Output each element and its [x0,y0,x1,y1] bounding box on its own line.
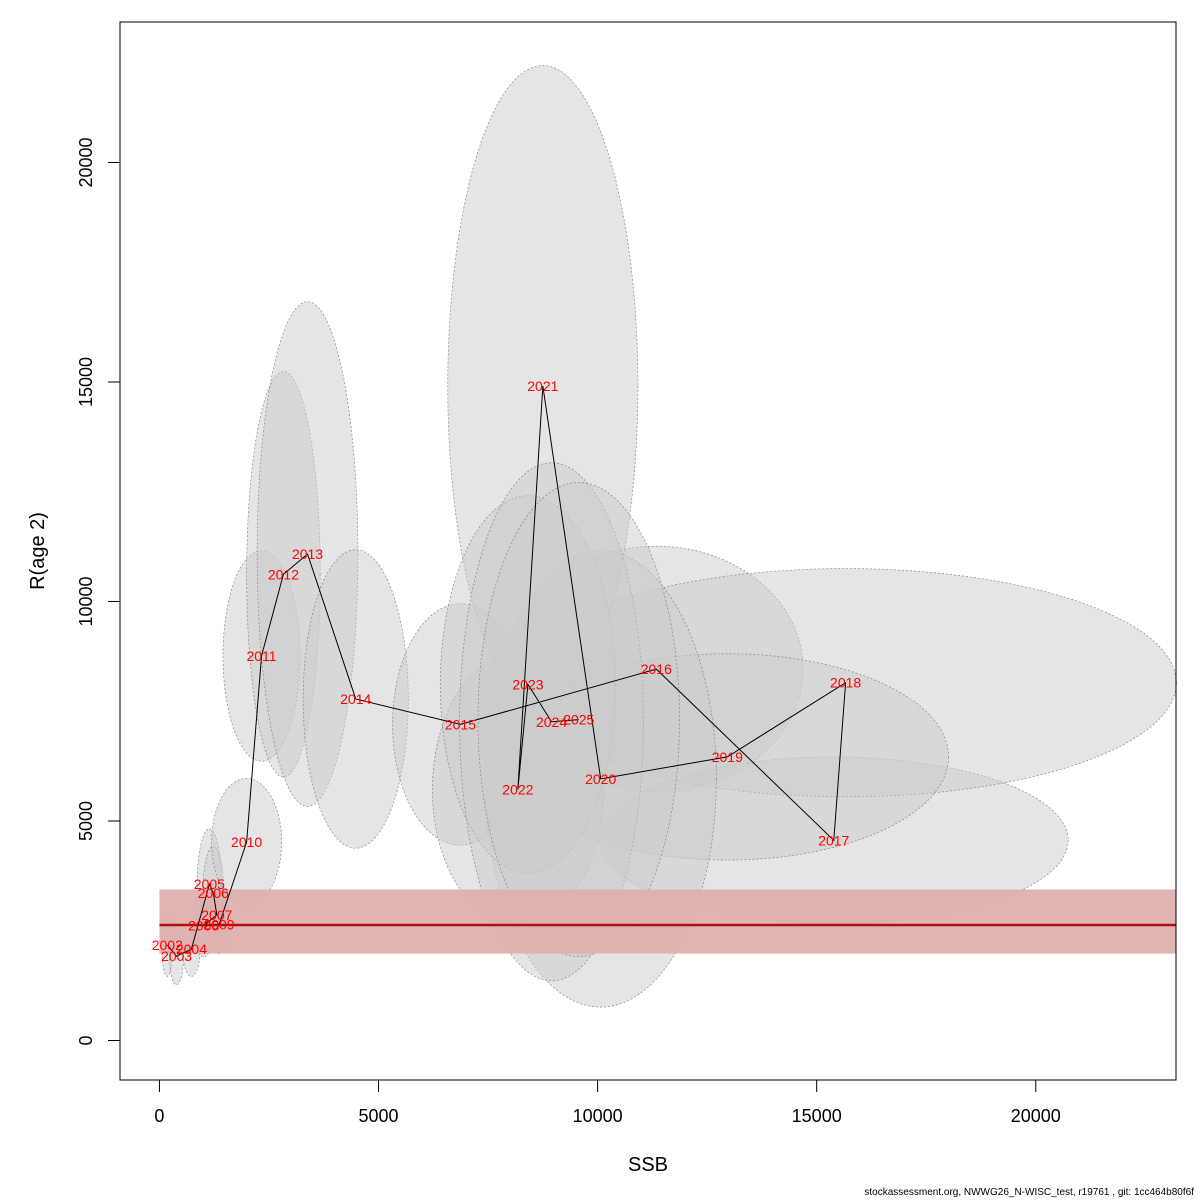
year-label-2020: 2020 [585,771,616,787]
year-label-2016: 2016 [641,661,672,677]
confidence-ellipses [161,65,1177,1008]
year-label-2019: 2019 [712,749,743,765]
year-label-2018: 2018 [830,675,861,691]
year-label-2017: 2017 [818,832,849,848]
x-tick-label: 5000 [358,1106,398,1126]
year-label-2007: 2007 [201,907,232,923]
year-label-2025: 2025 [563,712,594,728]
x-axis-title: SSB [628,1154,668,1176]
year-label-2024: 2024 [536,714,567,730]
year-label-2015: 2015 [445,716,476,732]
y-tick-label: 15000 [76,357,96,407]
year-label-2011: 2011 [246,648,276,664]
x-tick-label: 15000 [792,1106,842,1126]
y-tick-label: 5000 [76,801,96,841]
x-axis: 0 5000 10000 15000 20000 [154,1079,1061,1126]
y-axis-title: R(age 2) [27,512,49,590]
year-label-2012: 2012 [268,566,299,582]
year-label-2003: 2003 [161,948,192,964]
x-tick-label: 20000 [1011,1106,1061,1126]
year-label-2013: 2013 [292,546,323,562]
year-label-2010: 2010 [231,834,262,850]
footer-credit: stockassessment.org, NWWG26_N-WISC_test,… [864,1187,1194,1198]
year-label-2005: 2005 [194,876,225,892]
year-label-2008: 2008 [188,917,219,933]
y-axis: 0 5000 10000 15000 20000 [76,137,121,1045]
trajectory-line [166,385,847,957]
year-label-2004: 2004 [176,941,207,957]
year-label-2014: 2014 [340,691,371,707]
y-tick-label: 0 [76,1035,96,1045]
x-tick-label: 10000 [573,1106,623,1126]
y-tick-label: 10000 [76,576,96,626]
year-label-2023: 2023 [512,676,543,692]
year-label-2009: 2009 [203,917,234,933]
trajectory [166,385,847,957]
year-label-2021: 2021 [527,378,558,394]
y-tick-label: 20000 [76,137,96,187]
year-label-2002: 2002 [152,937,183,953]
year-label-2006: 2006 [198,885,229,901]
x-tick-label: 0 [154,1106,164,1126]
recruitment-reference [159,889,1177,954]
reference-band [159,889,1177,954]
year-label-2022: 2022 [502,781,533,797]
